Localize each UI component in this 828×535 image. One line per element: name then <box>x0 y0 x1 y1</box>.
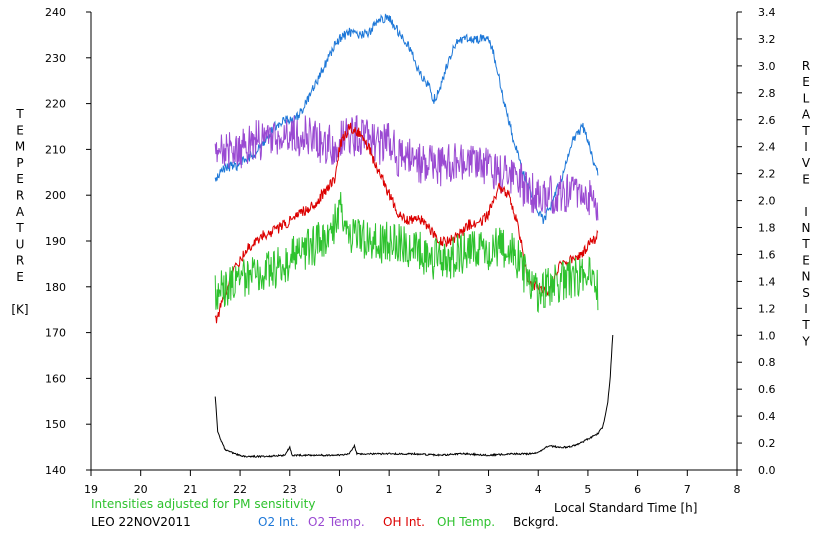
left-axis-title-letter: E <box>16 123 24 137</box>
right-axis-title-letter: T <box>801 237 810 251</box>
right-tick-label: 3.2 <box>758 33 776 46</box>
right-tick-label: 2.2 <box>758 168 776 181</box>
right-tick-label: 1.6 <box>758 248 776 261</box>
x-tick-label: 0 <box>336 483 343 496</box>
right-axis-title-letter: N <box>802 270 811 284</box>
right-axis-title-letter: A <box>802 108 811 122</box>
left-axis-title-letter: P <box>16 156 23 170</box>
right-tick-label: 0.2 <box>758 437 776 450</box>
right-tick-label: 2.4 <box>758 141 776 154</box>
right-tick-label: 2.8 <box>758 87 776 100</box>
left-tick-label: 170 <box>45 327 66 340</box>
right-tick-label: 2.6 <box>758 114 776 127</box>
left-tick-label: 190 <box>45 235 66 248</box>
left-tick-label: 150 <box>45 418 66 431</box>
x-tick-label: 2 <box>435 483 442 496</box>
right-tick-label: 3.0 <box>758 60 776 73</box>
left-axis-title-letter: R <box>16 189 24 203</box>
right-axis-title-letter: N <box>802 221 811 235</box>
right-tick-label: 0.8 <box>758 356 776 369</box>
series-line-oh-int <box>214 122 599 324</box>
left-axis-title-letter: A <box>16 205 25 219</box>
legend-background: Bckgrd. <box>513 515 559 529</box>
right-axis-title-letter: E <box>802 172 810 186</box>
right-tick-label: 0.6 <box>758 383 776 396</box>
right-axis-title-letter: E <box>802 253 810 267</box>
x-tick-label: 1 <box>386 483 393 496</box>
legend-oh-temp: OH Temp. <box>437 515 495 529</box>
left-tick-label: 200 <box>45 189 66 202</box>
right-axis-title-letter: T <box>801 124 810 138</box>
right-tick-label: 1.8 <box>758 222 776 235</box>
x-tick-label: 22 <box>233 483 247 496</box>
right-tick-label: 2.0 <box>758 195 776 208</box>
x-tick-label: 20 <box>134 483 148 496</box>
right-axis-title-letter: Y <box>801 334 810 348</box>
legend: O2 Int. O2 Temp. OH Int. OH Temp. Bckgrd… <box>258 515 559 529</box>
left-tick-label: 210 <box>45 143 66 156</box>
right-tick-label: 1.4 <box>758 275 776 288</box>
series-line-oh-temp <box>214 191 599 314</box>
right-tick-label: 0.0 <box>758 464 776 477</box>
series-line-bckgrd <box>214 334 614 459</box>
left-axis-title-letter: [K] <box>11 303 28 317</box>
right-axis-title-letter: I <box>804 140 808 154</box>
right-axis-title-letter: R <box>802 59 810 73</box>
x-tick-label: 19 <box>84 483 98 496</box>
x-axis-label: Local Standard Time [h] <box>554 501 697 515</box>
left-axis-title-letter: R <box>16 254 24 268</box>
left-axis-title-letter: T <box>15 221 24 235</box>
x-tick-label: 8 <box>734 483 741 496</box>
right-axis-title-letter: I <box>804 302 808 316</box>
legend-o2-int: O2 Int. <box>258 515 299 529</box>
right-axis-title-letter: S <box>802 286 810 300</box>
left-axis-title-letter: U <box>16 237 25 251</box>
left-axis-title-letter: T <box>15 107 24 121</box>
left-tick-label: 240 <box>45 6 66 19</box>
left-tick-label: 160 <box>45 372 66 385</box>
x-tick-label: 6 <box>634 483 641 496</box>
x-tick-label: 7 <box>684 483 691 496</box>
series-line-o2-temp <box>214 114 599 221</box>
x-tick-label: 3 <box>485 483 492 496</box>
x-axis-ticks: 19 20 21 22 23 0 1 2 3 4 5 6 7 8 <box>84 470 741 496</box>
legend-oh-int: OH Int. <box>383 515 425 529</box>
series-layer <box>214 13 614 459</box>
left-axis-title-letter: M <box>15 140 25 154</box>
x-tick-label: 5 <box>584 483 591 496</box>
left-axis-title-letter: E <box>16 172 24 186</box>
right-axis-title-letter: L <box>803 91 810 105</box>
right-axis-title-letter: I <box>804 205 808 219</box>
right-tick-label: 1.0 <box>758 329 776 342</box>
left-tick-label: 140 <box>45 464 66 477</box>
left-axis-ticks: 140 150 160 170 180 190 200 210 220 230 240 <box>45 6 91 477</box>
right-axis-title-letter: E <box>802 75 810 89</box>
right-axis-ticks: 0.0 0.2 0.4 0.6 0.8 1.0 1.2 1.4 1.6 1.8 2.0 2.2 2.4 2… <box>737 6 776 477</box>
right-axis-title-letter: T <box>801 318 810 332</box>
legend-o2-temp: O2 Temp. <box>308 515 365 529</box>
left-tick-label: 180 <box>45 281 66 294</box>
sensitivity-note: Intensities adjusted for PM sensitivity <box>91 497 315 511</box>
x-tick-label: 4 <box>535 483 542 496</box>
left-tick-label: 230 <box>45 52 66 65</box>
x-tick-label: 21 <box>183 483 197 496</box>
right-tick-label: 1.2 <box>758 302 776 315</box>
left-axis-title-letter: E <box>16 270 24 284</box>
station-date-label: LEO 22NOV2011 <box>91 515 191 529</box>
left-tick-label: 220 <box>45 98 66 111</box>
right-tick-label: 3.4 <box>758 6 776 19</box>
right-tick-label: 0.4 <box>758 410 776 423</box>
x-tick-label: 23 <box>283 483 297 496</box>
right-axis-title-letter: V <box>802 156 811 170</box>
